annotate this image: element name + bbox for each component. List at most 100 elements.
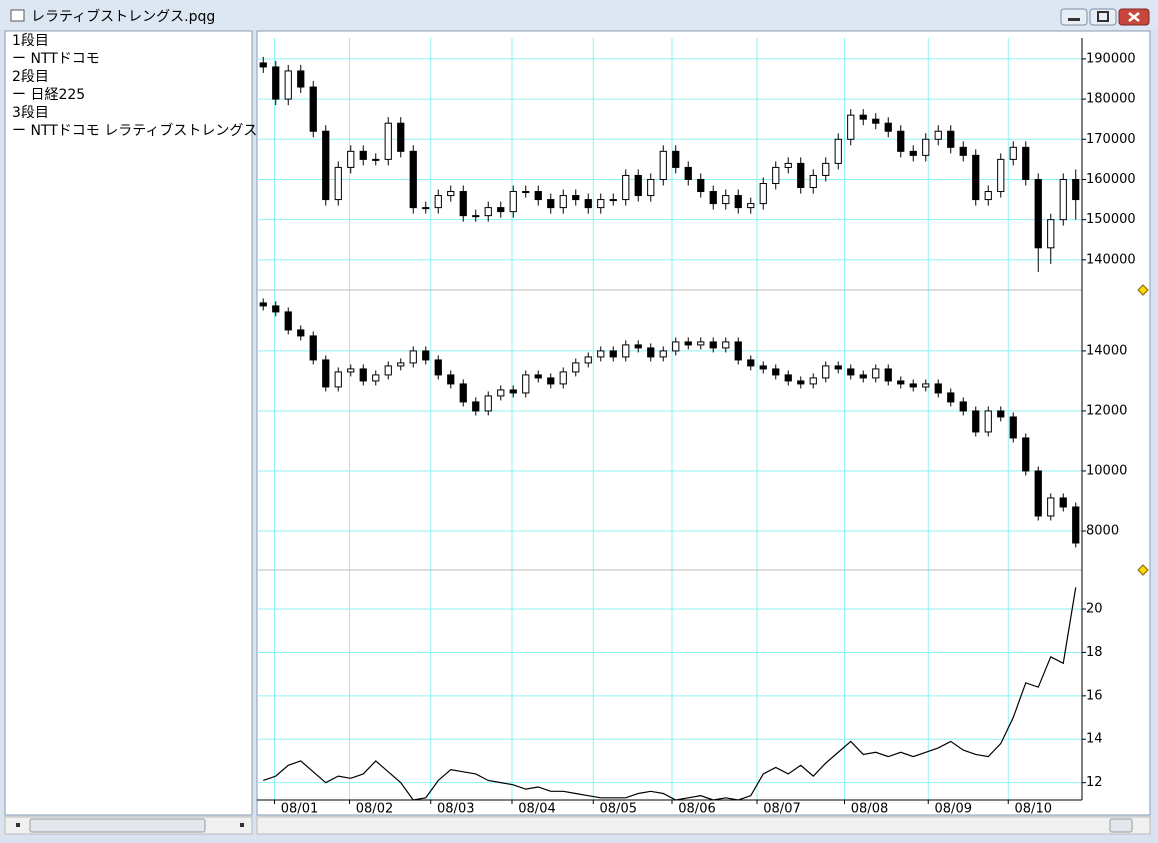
candle-body [1022,437,1030,472]
candle-body [747,359,755,367]
candle-body [434,195,442,209]
candle-body [409,150,417,209]
candle-body [359,368,367,382]
candle-body [484,395,492,412]
candle-body [959,401,967,412]
app-icon [10,9,25,22]
candle-body [809,174,817,189]
candle-body [622,344,630,358]
maximize-icon [1097,11,1109,22]
candle-body [697,178,705,193]
candle-body [1034,178,1042,249]
candle-body [847,114,855,140]
candle-body [334,166,342,201]
candle-body [834,365,842,370]
candle-body [797,380,805,385]
candle-body [1009,416,1017,439]
candle-body [909,150,917,156]
candle-body [259,302,267,307]
candle-body [522,191,530,194]
candle-body [734,195,742,209]
candle-body [1072,178,1080,201]
candle-body [584,199,592,209]
y-tick-label: 18 [1086,645,1103,660]
maximize-button[interactable] [1089,8,1117,26]
candle-body [897,380,905,385]
title-bar [0,0,1158,30]
candle-body [822,365,830,379]
candle-body [984,191,992,201]
y-tick-label: 16 [1086,688,1103,703]
candle-body [572,362,580,373]
candle-body [484,207,492,217]
legend-text: 2段目 [12,69,49,85]
candle-body [559,195,567,209]
candle-body [859,114,867,120]
y-tick-label: 14 [1086,732,1103,747]
candle-body [547,199,555,209]
candle-body [359,150,367,160]
candle-body [284,311,292,331]
candle-body [384,365,392,376]
candle-body [347,150,355,168]
candle-body [409,350,417,364]
y-tick-label: 12000 [1086,403,1127,418]
candle-body [722,195,730,205]
candle-body [972,410,980,433]
candle-body [709,191,717,205]
candle-body [747,203,755,209]
window-title: レラティブストレングス.pqg [31,8,215,25]
minimize-icon [1068,18,1080,21]
candle-body [584,356,592,364]
candle-body [884,122,892,132]
candle-body [647,178,655,197]
candle-body [997,158,1005,193]
x-tick-label: 08/05 [600,802,637,817]
candle-body [1059,497,1067,508]
legend-text: 1段目 [12,33,49,49]
candle-body [534,191,542,201]
candle-body [672,341,680,352]
y-tick-label: 170000 [1086,132,1136,147]
candle-body [372,158,380,161]
candle-body [884,368,892,382]
candle-body [322,130,330,201]
candle-body [297,70,305,88]
candle-body [1072,506,1080,544]
panel-marker [1137,284,1149,296]
candle-body [647,347,655,358]
candle-body [634,174,642,197]
candle-body [259,62,267,68]
minimize-button[interactable] [1060,8,1088,26]
y-tick-label: 140000 [1086,252,1136,267]
plots: 140000 150000 160000 170000 180000 190000 8000… [257,38,1149,817]
candle-body [434,359,442,376]
candle-body [772,368,780,376]
x-tick-label: 08/07 [763,802,800,817]
y-tick-label: 8000 [1086,523,1119,538]
panel [257,290,1082,570]
x-tick-label: 08/01 [281,802,318,817]
candle-body [622,174,630,201]
candle-body [1047,497,1055,517]
candle-body [597,199,605,209]
candle-body [897,130,905,152]
y-tick-label: 14000 [1086,343,1127,358]
legend-panel [4,30,253,816]
candle-body [859,374,867,379]
chart-scrollbar[interactable] [256,816,1151,835]
candle-body [947,392,955,403]
x-tick-label: 08/08 [851,802,888,817]
candle-body [784,162,792,168]
candle-body [697,341,705,346]
candle-body [997,410,1005,418]
x-tick-label: 08/06 [678,802,715,817]
y-tick-label: 20 [1086,602,1103,617]
left-scroll-thumb[interactable] [29,818,206,833]
candle-body [459,191,467,217]
candle-body [672,150,680,168]
candle-body [934,383,942,394]
y-tick-label: 10000 [1086,463,1127,478]
chart-scroll-thumb[interactable] [1109,818,1133,833]
